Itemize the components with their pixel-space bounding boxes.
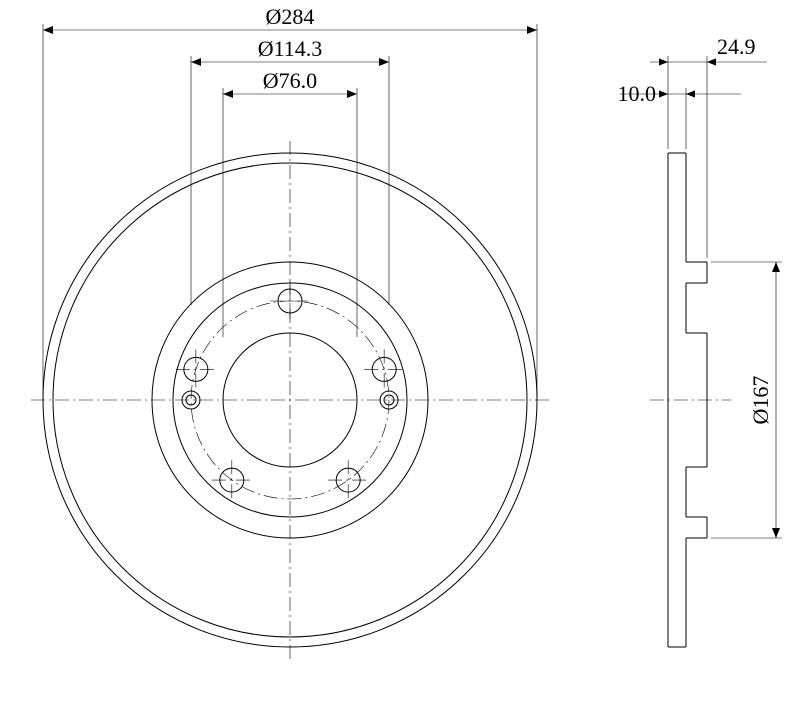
dim-step-dia: Ø167: [748, 376, 773, 425]
dim-label: Ø114.3: [258, 36, 323, 61]
dim-depth: 24.9: [717, 34, 756, 59]
dim-thickness: 10.0: [618, 81, 657, 106]
dim-label: Ø76.0: [263, 68, 317, 93]
dim-label: Ø284: [266, 4, 315, 29]
